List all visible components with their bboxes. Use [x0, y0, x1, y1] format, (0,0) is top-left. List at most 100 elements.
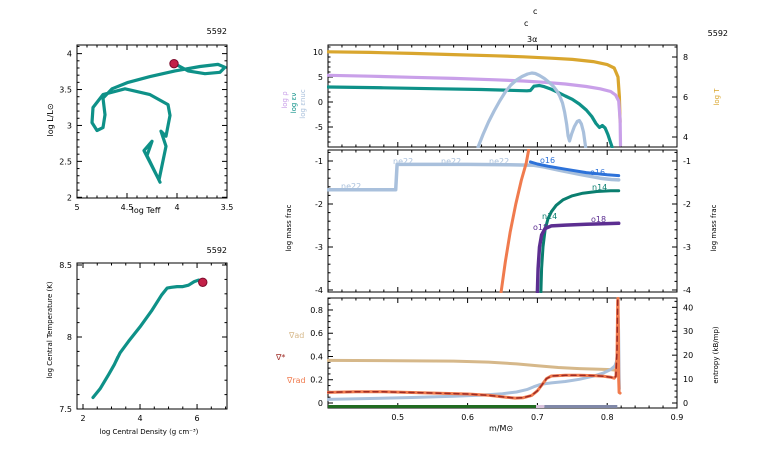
y-tick-label: 0.6	[310, 329, 323, 338]
axes-frame	[327, 44, 678, 148]
panel-profile-gradients: 0.5 0.6 0.7 0.8 0.9 0 0.2 0.4 0.6 0.8 0 10 20 30 40 ∇ad…	[275, 297, 720, 433]
y-tick-label: 20	[683, 351, 693, 360]
panel-hr-diagram: 5 4.5 4 3.5 2 2.5 3 3.5 4 5592 log Teff log L/L⊙	[46, 27, 233, 215]
label-c: c	[524, 19, 528, 28]
label-o16: o16	[540, 156, 555, 165]
label-log-central-temperature-k: log Central Temperature (K)	[46, 281, 54, 378]
label-ne22: ne22	[441, 157, 461, 166]
y-tick-label: -4	[315, 286, 323, 295]
label-o16: o16	[590, 168, 605, 177]
y-tick-label: 8	[683, 53, 688, 62]
axes-frame	[76, 44, 228, 199]
label-n14: n14	[592, 183, 607, 192]
label-5592: 5592	[207, 27, 227, 36]
y-tick-label: 4	[67, 50, 72, 59]
label-ne22: ne22	[341, 182, 361, 191]
current-model-marker	[169, 58, 179, 69]
label-log-nuc: log εnuc	[299, 89, 307, 119]
y-tick-label: 7.5	[59, 405, 72, 414]
y-tick-label: 8.5	[59, 261, 72, 270]
axes-frame	[327, 149, 678, 293]
label-o18: o18	[533, 223, 548, 232]
x-tick-label: 4	[174, 203, 179, 212]
x-tick-label: 4	[137, 414, 142, 423]
y-tick-label: 3	[67, 121, 72, 130]
label-log-mass-frac: log mass frac	[710, 204, 718, 251]
series-grad-star	[327, 297, 619, 399]
series-grad-ad	[327, 358, 620, 375]
y-tick-label: -2	[683, 200, 691, 209]
y-tick-label: 4	[683, 133, 688, 142]
label-c: c	[533, 7, 537, 16]
x-tick-label: 4.5	[121, 203, 134, 212]
x-tick-label: 0.9	[671, 413, 684, 422]
label-m-m: m/M⊙	[489, 424, 513, 433]
y-tick-label: 2.5	[59, 157, 72, 166]
label-n14: n14	[542, 212, 557, 221]
label-5592: 5592	[708, 29, 728, 38]
series-evolution-track	[90, 62, 227, 184]
axes-frame	[76, 262, 228, 410]
label-log-mass-frac: log mass frac	[285, 204, 293, 251]
series-central-conditions-track	[91, 278, 206, 400]
panel-profile-abundances: -4 -3 -2 -1 -4 -3 -2 -1 ne22 ne22 ne22 ne22 o16 o16 n1…	[285, 149, 718, 295]
label-3: 3α	[527, 35, 537, 44]
series-entropy	[327, 315, 621, 401]
y-tick-label: 0.4	[310, 352, 323, 361]
x-tick-label: 0.6	[461, 413, 474, 422]
y-tick-label: 6	[683, 93, 688, 102]
series-log-eps-nuc	[476, 71, 588, 148]
x-tick-label: 0.7	[531, 413, 544, 422]
label-log-central-density-g-cm: log Central Density (g cm⁻³)	[100, 428, 199, 436]
axes-frame	[327, 297, 678, 409]
y-tick-label: 3.5	[59, 86, 72, 95]
y-tick-label: -3	[315, 243, 323, 252]
y-tick-label: -5	[315, 123, 323, 132]
y-tick-label: 0	[318, 399, 323, 408]
label-txt: ∇*	[275, 353, 285, 362]
y-tick-label: 0.8	[310, 306, 323, 315]
series-ne22	[327, 162, 621, 192]
label-log: log εν	[290, 93, 298, 114]
series-h1-rise	[499, 149, 531, 293]
x-tick-label: 5	[74, 203, 79, 212]
label-log: log ρ	[281, 91, 289, 109]
label-log-teff: log Teff	[132, 206, 161, 215]
label-5592: 5592	[207, 246, 227, 255]
y-tick-label: -1	[683, 157, 691, 166]
x-tick-label: 6	[195, 414, 200, 423]
y-tick-label: -3	[683, 243, 691, 252]
label-ne22: ne22	[393, 157, 413, 166]
y-tick-label: 40	[683, 303, 693, 312]
series-grad-rad	[327, 297, 622, 400]
label-log-l-l: log L/L⊙	[46, 103, 55, 136]
label-entropy-kb-mp: entropy (kB/mp)	[712, 326, 720, 384]
y-tick-label: 8	[67, 333, 72, 342]
label-rad: ∇rad	[286, 376, 306, 385]
x-tick-label: 3.5	[221, 203, 234, 212]
x-tick-label: 0.8	[601, 413, 614, 422]
y-tick-label: 0	[318, 98, 323, 107]
y-tick-label: 10	[313, 48, 323, 57]
y-tick-label: 2	[67, 193, 72, 202]
y-tick-label: -2	[315, 200, 323, 209]
y-tick-label: 0	[683, 399, 688, 408]
y-tick-label: 30	[683, 327, 693, 336]
series-log-rho	[327, 73, 623, 147]
label-ad: ∇ad	[288, 331, 304, 340]
series-o16	[528, 160, 621, 178]
series-n14	[539, 189, 621, 293]
current-model-marker	[198, 277, 208, 287]
y-tick-label: -1	[315, 157, 323, 166]
label-log-t: log T	[713, 88, 721, 106]
panel-tc-rhoc: 2 4 6 7.5 8 8.5 5592 log Central Density (g cm⁻…	[46, 246, 228, 436]
y-tick-label: 0.2	[310, 376, 323, 385]
x-tick-label: 2	[80, 414, 85, 423]
y-tick-label: 5	[318, 73, 323, 82]
series-log-T	[327, 50, 622, 124]
y-tick-label: 10	[683, 375, 693, 384]
y-tick-label: -4	[683, 286, 691, 295]
x-tick-label: 0.5	[391, 413, 404, 422]
